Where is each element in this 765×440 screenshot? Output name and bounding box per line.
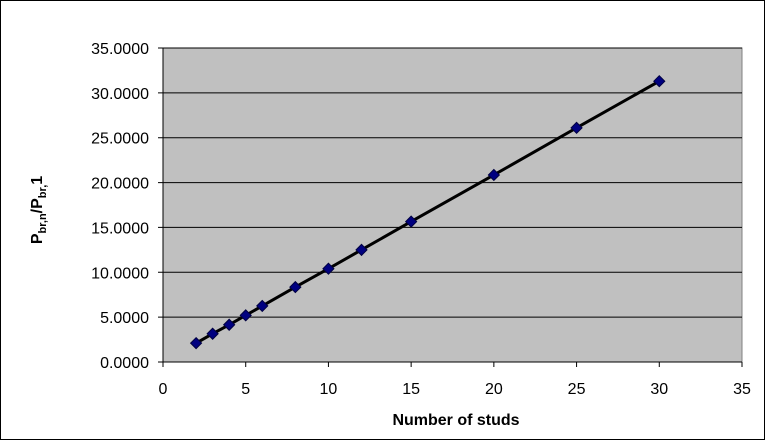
x-axis-title: Number of studs <box>392 412 519 429</box>
x-tick-labels: 0 5 10 15 20 25 30 35 <box>159 381 751 398</box>
data-point-8 <box>404 215 418 228</box>
y-tick-label-7: 35.0000 <box>91 41 149 58</box>
y-tick-label-2: 10.0000 <box>91 265 149 282</box>
plot-area <box>162 47 743 363</box>
data-point-3 <box>239 309 252 322</box>
x-tick-label-1: 5 <box>241 381 250 398</box>
y-tick-label-6: 30.0000 <box>91 86 149 103</box>
data-point-6 <box>322 262 335 275</box>
data-point-9 <box>487 168 501 182</box>
y-tick-label-4: 20.0000 <box>91 176 149 193</box>
gridlines <box>158 47 743 367</box>
y-tick-label-3: 15.0000 <box>91 220 149 237</box>
x-tick-label-2: 10 <box>320 381 338 398</box>
data-point-7 <box>355 243 368 257</box>
data-point-4 <box>256 299 269 313</box>
x-tick-label-5: 25 <box>568 381 586 398</box>
x-tick-label-6: 30 <box>650 381 668 398</box>
x-tick-label-4: 20 <box>485 381 503 398</box>
y-axis-title: Pbr,n/Pbr,1 <box>29 176 49 244</box>
data-point-0 <box>189 336 203 350</box>
y-tick-label-1: 5.0000 <box>100 310 149 327</box>
data-markers <box>189 74 666 350</box>
data-point-1 <box>206 327 219 340</box>
y-tick-label-5: 25.0000 <box>91 131 149 148</box>
data-point-2 <box>222 318 236 331</box>
data-point-11 <box>653 74 666 88</box>
x-tick-label-3: 15 <box>402 381 420 398</box>
y-tick-label-0: 0.0000 <box>100 355 149 372</box>
x-tick-label-7: 35 <box>733 381 751 398</box>
y-tick-labels: 0.0000 5.0000 10.0000 15.0000 20.0000 25.0000… <box>91 41 149 372</box>
data-point-5 <box>289 280 302 294</box>
x-tick-label-0: 0 <box>159 381 168 398</box>
data-point-10 <box>570 121 583 135</box>
